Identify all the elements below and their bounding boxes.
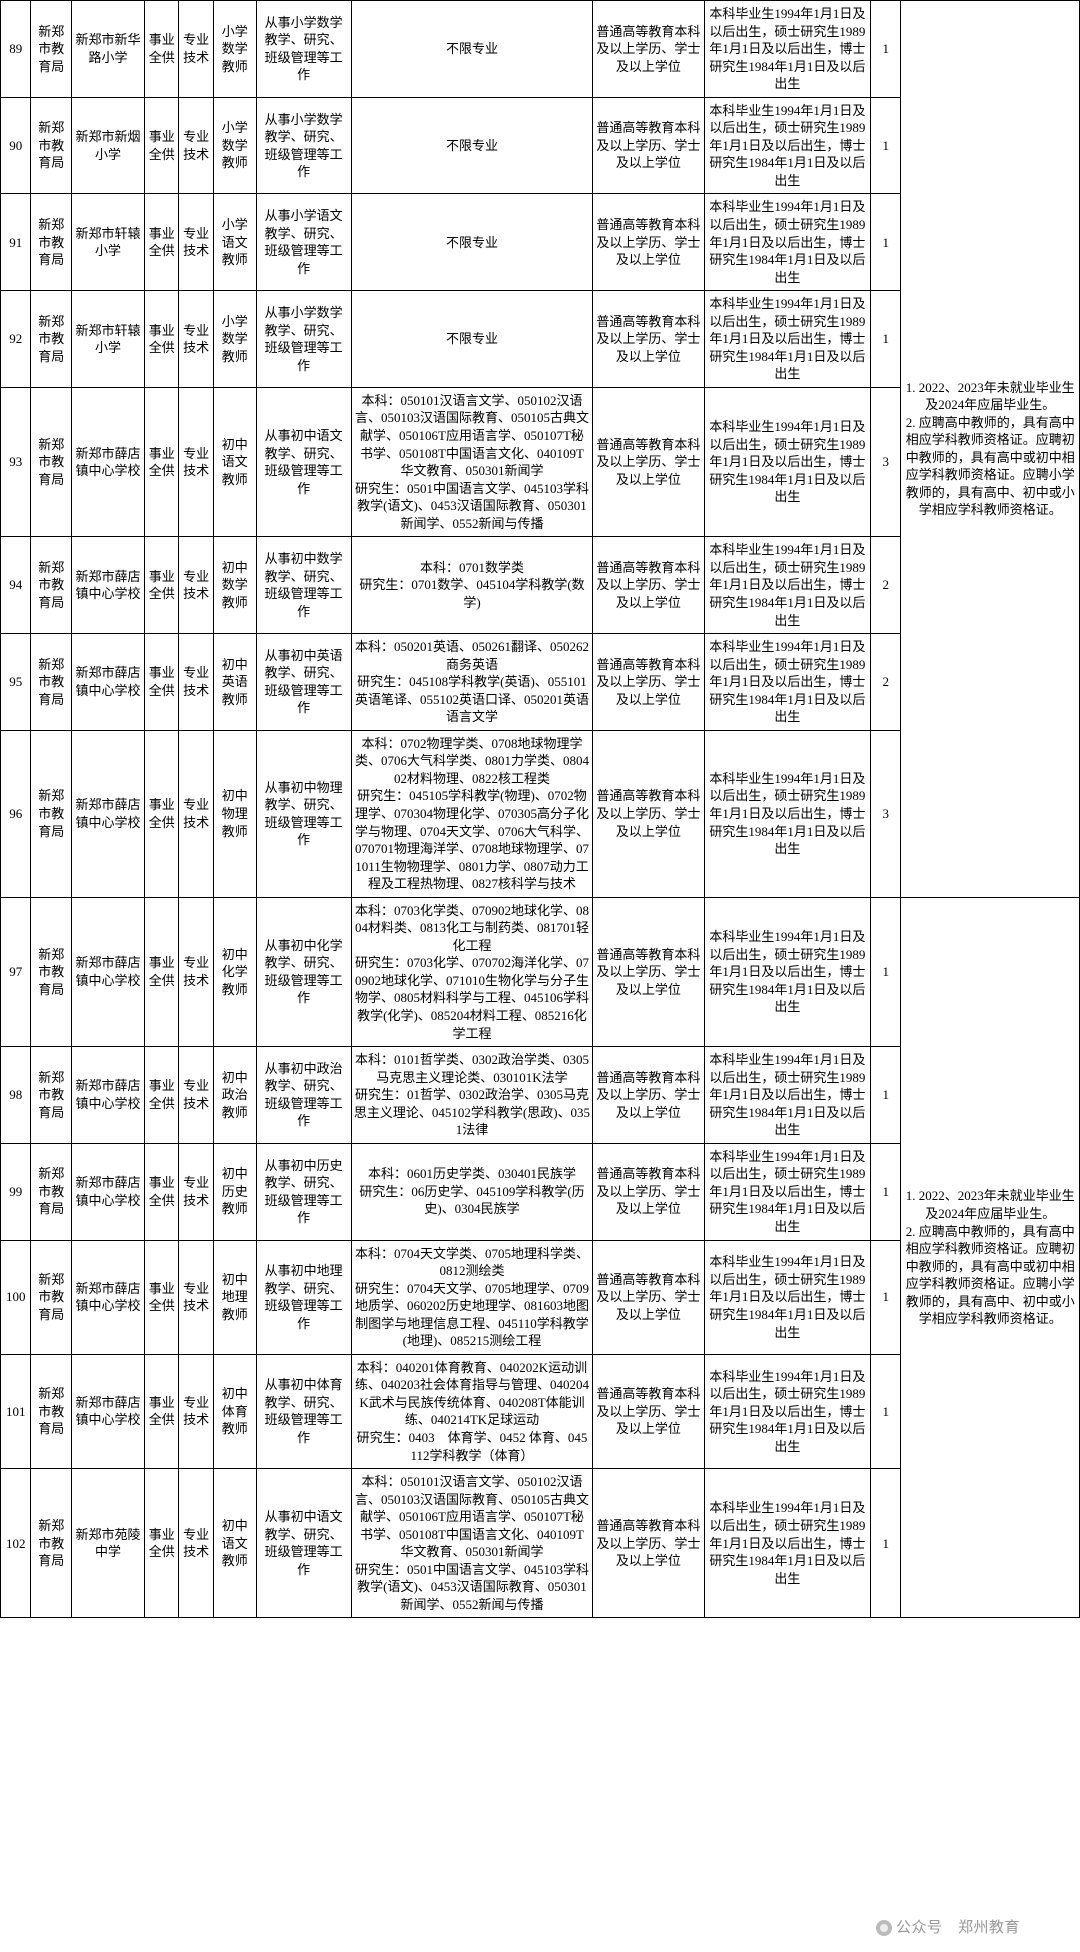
watermark: 公众号 郑州教育 <box>876 1916 1020 1937</box>
note-cell: 1. 2022、2023年未就业毕业生及2024年应届毕业生。 2. 应聘高中教… <box>901 897 1080 1618</box>
table-row: 89新郑市教育局新郑市新华路小学事业全供专业技术小学数学教师从事小学数学教学、研… <box>1 1 1080 98</box>
table-row: 97新郑市教育局新郑市薛店镇中心学校事业全供专业技术初中化学教师从事初中化学教学… <box>1 897 1080 1046</box>
wechat-icon <box>876 1920 892 1936</box>
note-cell: 1. 2022、2023年未就业毕业生及2024年应届毕业生。 2. 应聘高中教… <box>901 1 1080 898</box>
recruitment-table: 89新郑市教育局新郑市新华路小学事业全供专业技术小学数学教师从事小学数学教学、研… <box>0 0 1080 1618</box>
